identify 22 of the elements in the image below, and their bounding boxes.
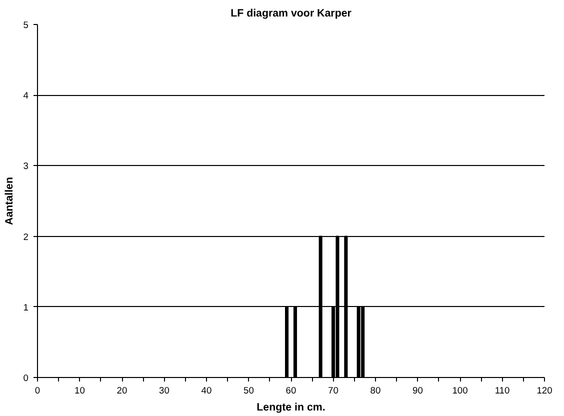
y-tick-label: 2	[23, 232, 29, 242]
x-tick-label: 10	[74, 386, 85, 396]
x-tick-label: 80	[370, 386, 381, 396]
y-tick-label: 3	[23, 161, 29, 172]
x-tick-label: 90	[412, 386, 423, 396]
x-tick-label: 60	[286, 386, 296, 396]
x-tick-label: 20	[116, 386, 128, 396]
x-tick-label: 50	[244, 386, 254, 396]
x-tick-label: 30	[159, 386, 170, 396]
x-tick-label: 110	[494, 386, 510, 396]
chart-title: LF diagram voor Karper	[230, 8, 352, 20]
y-tick-label: 0	[23, 373, 29, 383]
y-tick-label: 5	[23, 20, 29, 30]
y-tick-label: 4	[23, 90, 29, 101]
y-axis-title: Aantallen	[3, 177, 16, 225]
x-tick-label: 0	[34, 386, 40, 396]
x-axis-title: Lengte in cm.	[256, 402, 326, 414]
x-tick-label: 120	[536, 386, 552, 396]
x-tick-label: 70	[328, 386, 338, 396]
x-tick-label: 40	[201, 386, 212, 396]
x-tick-label: 100	[452, 386, 468, 396]
y-tick-label: 1	[23, 302, 29, 312]
